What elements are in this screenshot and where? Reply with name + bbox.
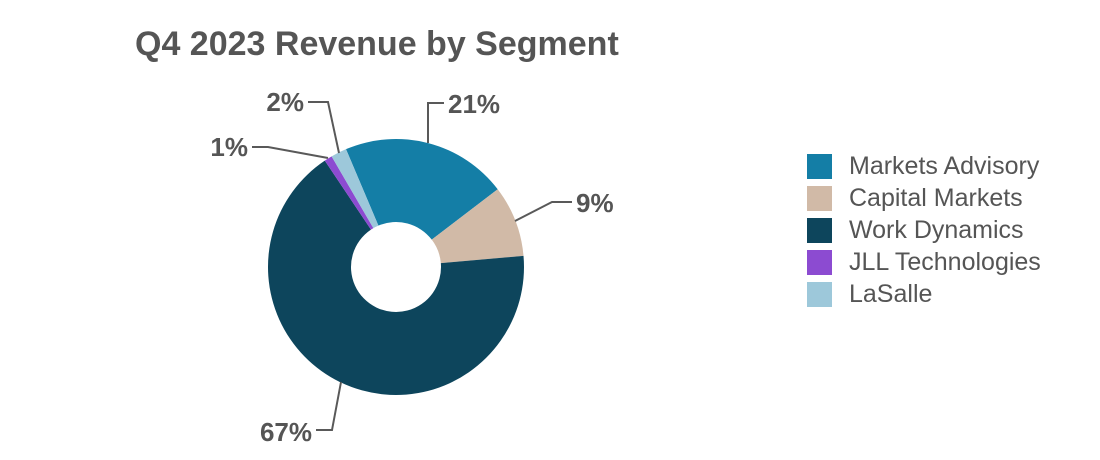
legend-swatch-capital-markets: [807, 186, 832, 211]
pie-slice-markets-advisory: [345, 139, 498, 240]
legend-item: Capital Markets: [807, 186, 1041, 211]
legend-item: Work Dynamics: [807, 218, 1041, 243]
slice-label: 1%: [210, 132, 248, 162]
legend-label: JLL Technologies: [849, 248, 1041, 276]
label-leader-line: [427, 102, 444, 143]
legend-label: Work Dynamics: [849, 216, 1024, 244]
legend-swatch-lasalle: [807, 282, 832, 307]
legend-label: LaSalle: [849, 280, 933, 308]
legend-item: JLL Technologies: [807, 250, 1041, 275]
label-leader-line: [252, 146, 329, 159]
legend-label: Capital Markets: [849, 184, 1023, 212]
pie-slice-work-dynamics: [267, 160, 524, 395]
slice-label: 2%: [266, 87, 304, 117]
legend-swatch-work-dynamics: [807, 218, 832, 243]
legend: Markets Advisory Capital Markets Work Dy…: [807, 154, 1041, 314]
label-leader-line: [308, 101, 340, 154]
pie-slice-jll-technologies: [324, 156, 374, 230]
pie-slice-capital-markets: [431, 189, 524, 264]
chart-title: Q4 2023 Revenue by Segment: [135, 25, 619, 63]
pie-slices: [267, 139, 524, 395]
slice-labels: 21% 9% 67% 1% 2%: [210, 87, 613, 447]
legend-item: Markets Advisory: [807, 154, 1041, 179]
slice-label: 9%: [576, 188, 614, 218]
legend-item: LaSalle: [807, 282, 1041, 307]
legend-swatch-markets-advisory: [807, 154, 832, 179]
label-leader-line: [316, 381, 342, 431]
legend-swatch-jll-technologies: [807, 250, 832, 275]
label-leader-line: [514, 201, 572, 222]
slice-label: 21%: [448, 89, 500, 119]
slice-label: 67%: [260, 417, 312, 447]
legend-label: Markets Advisory: [849, 152, 1040, 180]
donut-chart: 21% 9% 67% 1% 2%: [210, 87, 613, 447]
pie-slice-lasalle: [331, 149, 379, 229]
